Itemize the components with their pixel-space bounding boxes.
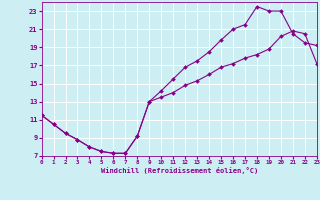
X-axis label: Windchill (Refroidissement éolien,°C): Windchill (Refroidissement éolien,°C) bbox=[100, 167, 258, 174]
